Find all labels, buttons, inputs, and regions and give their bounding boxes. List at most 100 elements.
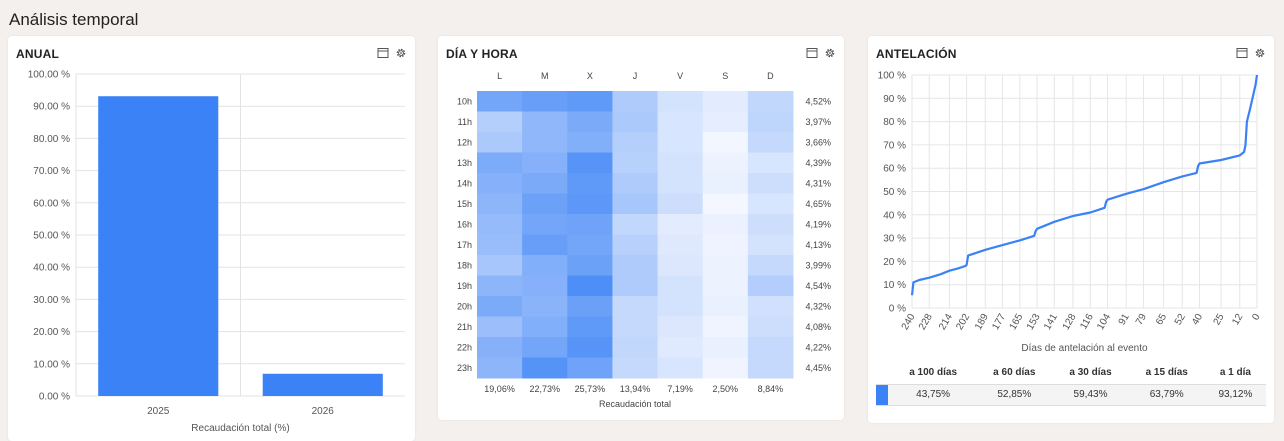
heatmap-cell (522, 337, 568, 358)
x-tick-label: 2026 (312, 406, 335, 417)
x-tick-label: 91 (1117, 312, 1132, 328)
heatmap-cell (702, 234, 749, 256)
heatmap-cell (567, 214, 613, 235)
summary-value: 59,43% (1052, 383, 1129, 406)
window-icon[interactable] (377, 46, 389, 58)
x-tick-label: 25 (1212, 312, 1227, 328)
row-total: 4,45% (805, 363, 831, 373)
heatmap-cell (612, 255, 659, 276)
heatmap-cell (477, 296, 523, 317)
heatmap-cell (702, 111, 749, 133)
summary-header: a 1 día (1219, 367, 1251, 379)
x-tick-label: 116 (1078, 312, 1096, 332)
x-tick-label: 52 (1173, 312, 1188, 328)
row-total: 4,13% (805, 240, 831, 250)
y-tick-label: 50.00 % (33, 231, 70, 242)
heatmap-cell (657, 173, 704, 194)
heatmap-cell (747, 111, 794, 133)
row-label: 20h (457, 301, 472, 311)
summary-header: a 60 días (993, 367, 1036, 379)
y-tick-label: 10 % (883, 280, 906, 291)
heatmap-cell (657, 275, 704, 297)
heatmap-cell (567, 91, 613, 112)
heatmap-cell (567, 296, 613, 317)
heatmap-cell (612, 357, 659, 379)
heatmap-cell (702, 132, 749, 153)
heatmap-cell (702, 152, 749, 174)
x-axis-label: Días de antelación al evento (1021, 343, 1148, 354)
y-tick-label: 40 % (883, 210, 906, 221)
x-tick-label: 202 (954, 312, 972, 332)
x-tick-label: 2025 (147, 406, 170, 417)
row-total: 3,97% (805, 117, 831, 127)
column-label: D (767, 71, 774, 81)
row-total: 4,31% (805, 178, 831, 188)
y-tick-label: 90.00 % (33, 102, 70, 113)
heatmap-cell (567, 255, 613, 276)
heatmap-cell (567, 193, 613, 215)
heatmap-cell (702, 193, 749, 215)
heatmap-cell (657, 316, 704, 338)
row-label: 21h (457, 322, 472, 332)
annual-card-title: ANUAL (16, 47, 59, 61)
column-total: 25,73% (575, 384, 606, 394)
heatmap-cell (567, 316, 613, 338)
heatmap-cell (747, 91, 794, 112)
heatmap-cell (747, 214, 794, 235)
heatmap-cell (477, 132, 523, 153)
heatmap-cell (747, 275, 794, 297)
y-tick-label: 0 % (889, 304, 906, 315)
column-label: M (541, 71, 549, 81)
y-tick-label: 60.00 % (33, 198, 70, 209)
heatmap-cell (567, 234, 613, 256)
y-tick-label: 70.00 % (33, 166, 70, 177)
column-label: J (633, 71, 638, 81)
y-tick-label: 100.00 % (28, 70, 70, 81)
window-icon[interactable] (1236, 46, 1248, 58)
summary-value: 43,75% (890, 383, 977, 406)
heatmap-cell (522, 193, 568, 215)
x-tick-label: 214 (937, 312, 955, 332)
gear-icon[interactable] (395, 46, 407, 58)
y-tick-label: 0.00 % (39, 392, 70, 403)
heatmap-cell (747, 337, 794, 358)
heatmap-cell (747, 357, 794, 379)
row-total: 4,65% (805, 199, 831, 209)
heatmap-cell (477, 316, 523, 338)
annual-card: ANUAL 0.00 % 10.00 % 20.00 % 30.00 % 40.00 %… (8, 36, 415, 441)
summary-header: a 15 días (1145, 367, 1188, 379)
heatmap-cell (477, 111, 523, 133)
heatmap-cell (612, 91, 659, 112)
series-line (910, 74, 1259, 296)
summary-header-row: a 100 días a 60 días a 30 días a 15 días… (876, 362, 1266, 384)
heatmap-cell (477, 357, 523, 379)
gear-icon[interactable] (824, 46, 836, 58)
heatmap-cell (747, 193, 794, 215)
x-tick-label: 228 (917, 312, 935, 332)
heatmap-cell (747, 316, 794, 338)
row-total: 3,99% (805, 260, 831, 270)
heatmap-cell (477, 193, 523, 215)
y-tick-label: 50 % (883, 187, 906, 198)
window-icon[interactable] (806, 46, 818, 58)
gear-icon[interactable] (1254, 46, 1266, 58)
y-tick-label: 100 % (878, 71, 906, 82)
heatmap-cell (657, 193, 704, 215)
bar (262, 373, 383, 396)
dayhour-card: DÍA Y HORA L 19,06% M 22,73% X 25,73% J 13,94% V… (438, 36, 844, 420)
x-tick-label: 40 (1190, 312, 1205, 328)
y-tick-label: 20.00 % (33, 327, 70, 338)
row-label: 10h (457, 96, 472, 106)
heatmap-cell (657, 357, 704, 379)
row-label: 16h (457, 219, 472, 229)
summary-header: a 100 días (909, 367, 957, 379)
y-tick-label: 60 % (883, 164, 906, 175)
heatmap-cell (522, 275, 568, 297)
y-tick-label: 90 % (883, 94, 906, 105)
heatmap-cell (657, 214, 704, 235)
heatmap-cell (522, 234, 568, 256)
x-tick-label: 128 (1061, 312, 1079, 332)
row-total: 4,54% (805, 281, 831, 291)
heatmap-cell (747, 234, 794, 256)
heatmap-cell (747, 296, 794, 317)
